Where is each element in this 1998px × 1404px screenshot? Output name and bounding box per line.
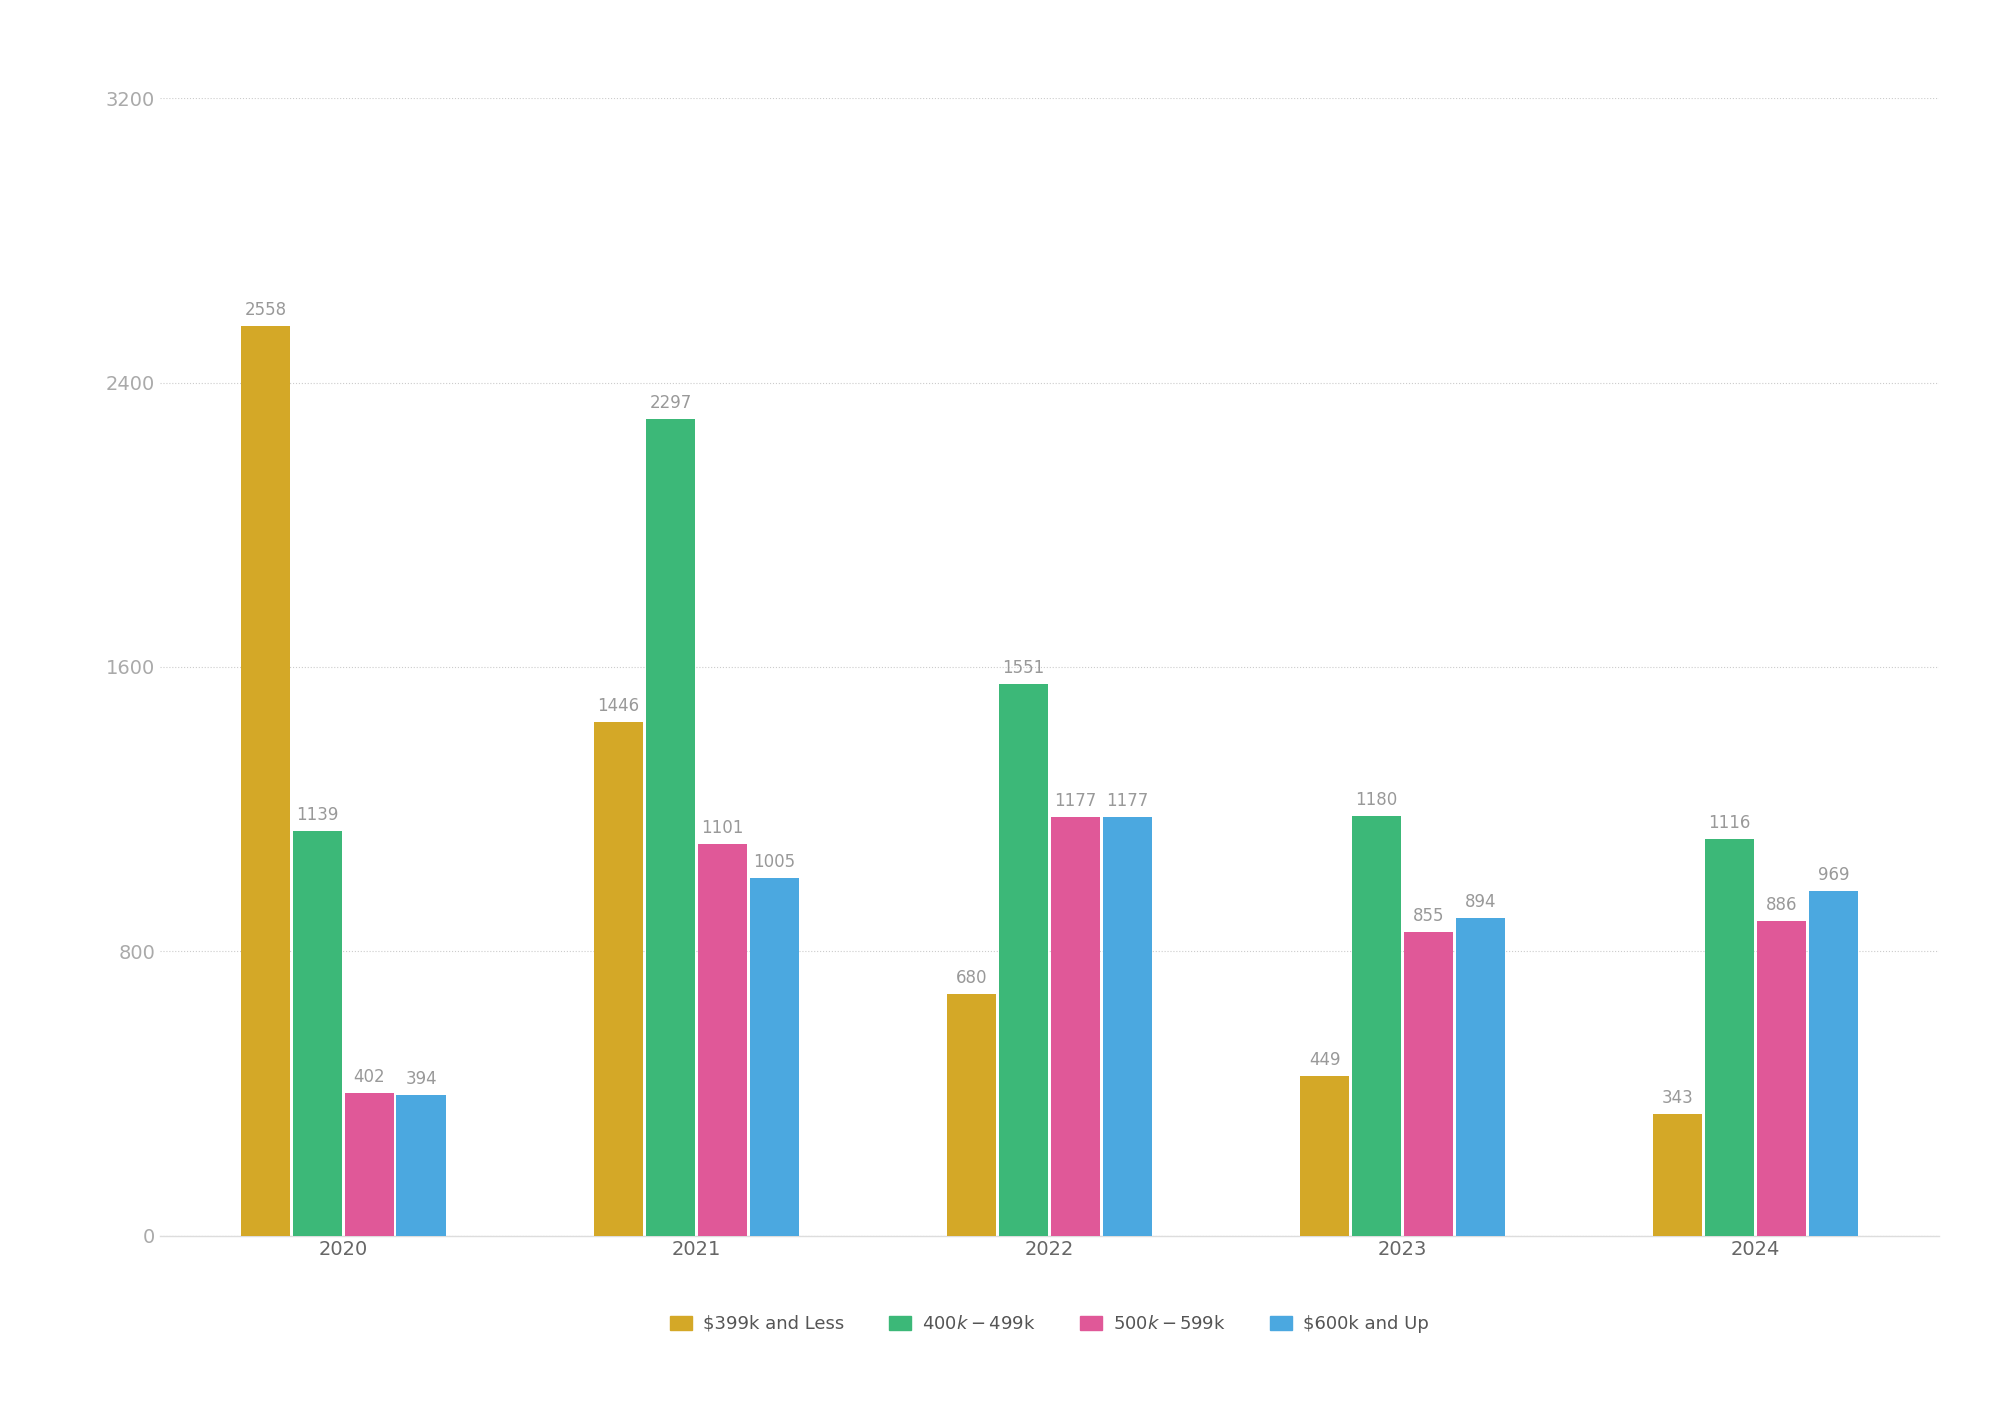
Bar [1351, 816, 1401, 1236]
Bar [396, 1095, 446, 1236]
Bar [1051, 817, 1099, 1236]
Text: 394: 394 [406, 1070, 438, 1088]
Text: 886: 886 [1764, 896, 1796, 914]
Text: 1139: 1139 [296, 806, 338, 824]
Text: 1180: 1180 [1355, 790, 1397, 809]
Bar [1455, 918, 1504, 1236]
Bar [1756, 921, 1806, 1236]
Text: 1177: 1177 [1105, 792, 1149, 810]
Bar [344, 1092, 394, 1236]
Text: 894: 894 [1465, 893, 1495, 911]
Bar [1403, 932, 1453, 1236]
Legend: $399k and Less, $400k - $499k, $500k - $599k, $600k and Up: $399k and Less, $400k - $499k, $500k - $… [663, 1307, 1435, 1341]
Text: 855: 855 [1413, 907, 1443, 925]
Text: 2297: 2297 [649, 395, 691, 413]
Bar [999, 684, 1047, 1236]
Text: 1551: 1551 [1001, 660, 1045, 677]
Bar [1103, 817, 1151, 1236]
Bar [1652, 1113, 1702, 1236]
Bar [1299, 1075, 1349, 1236]
Bar [1704, 840, 1754, 1236]
Text: 343: 343 [1660, 1088, 1692, 1106]
Text: 1101: 1101 [701, 819, 743, 837]
Bar [1808, 892, 1858, 1236]
Text: 449: 449 [1309, 1050, 1341, 1068]
Text: 1005: 1005 [753, 854, 795, 872]
Bar [292, 831, 342, 1236]
Text: 2558: 2558 [244, 302, 286, 319]
Text: 1116: 1116 [1708, 814, 1750, 831]
Bar [697, 844, 747, 1236]
Text: 969: 969 [1816, 866, 1848, 885]
Text: 402: 402 [354, 1067, 386, 1085]
Text: 680: 680 [955, 969, 987, 987]
Text: 1446: 1446 [597, 696, 639, 715]
Bar [240, 327, 290, 1236]
Bar [749, 879, 799, 1236]
Bar [593, 722, 643, 1236]
Text: 1177: 1177 [1053, 792, 1097, 810]
Bar [947, 994, 995, 1236]
Bar [645, 420, 695, 1236]
